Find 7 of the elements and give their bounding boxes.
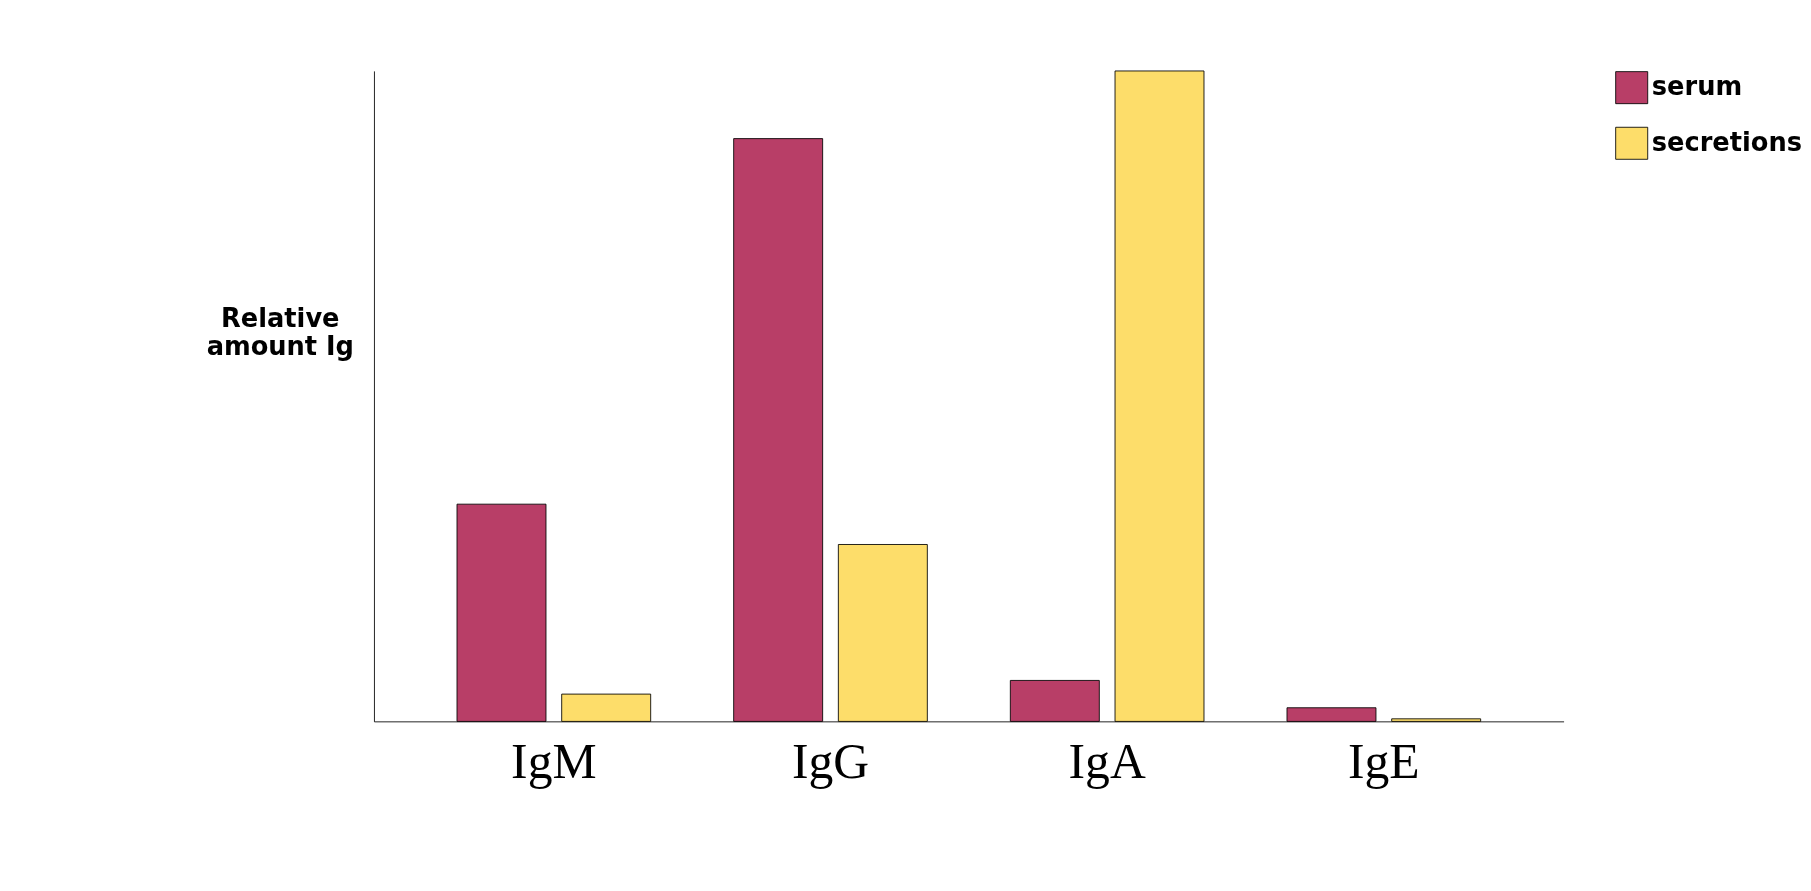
legend-label: secretions xyxy=(1651,126,1802,157)
legend-label: serum xyxy=(1651,71,1743,102)
x-tick-label: IgG xyxy=(791,734,870,790)
y-axis-title: Relative amount Ig xyxy=(206,303,354,361)
x-tick-label: IgE xyxy=(1348,734,1420,790)
x-tick-label: IgM xyxy=(511,734,597,790)
x-tick-label: IgA xyxy=(1068,734,1146,790)
